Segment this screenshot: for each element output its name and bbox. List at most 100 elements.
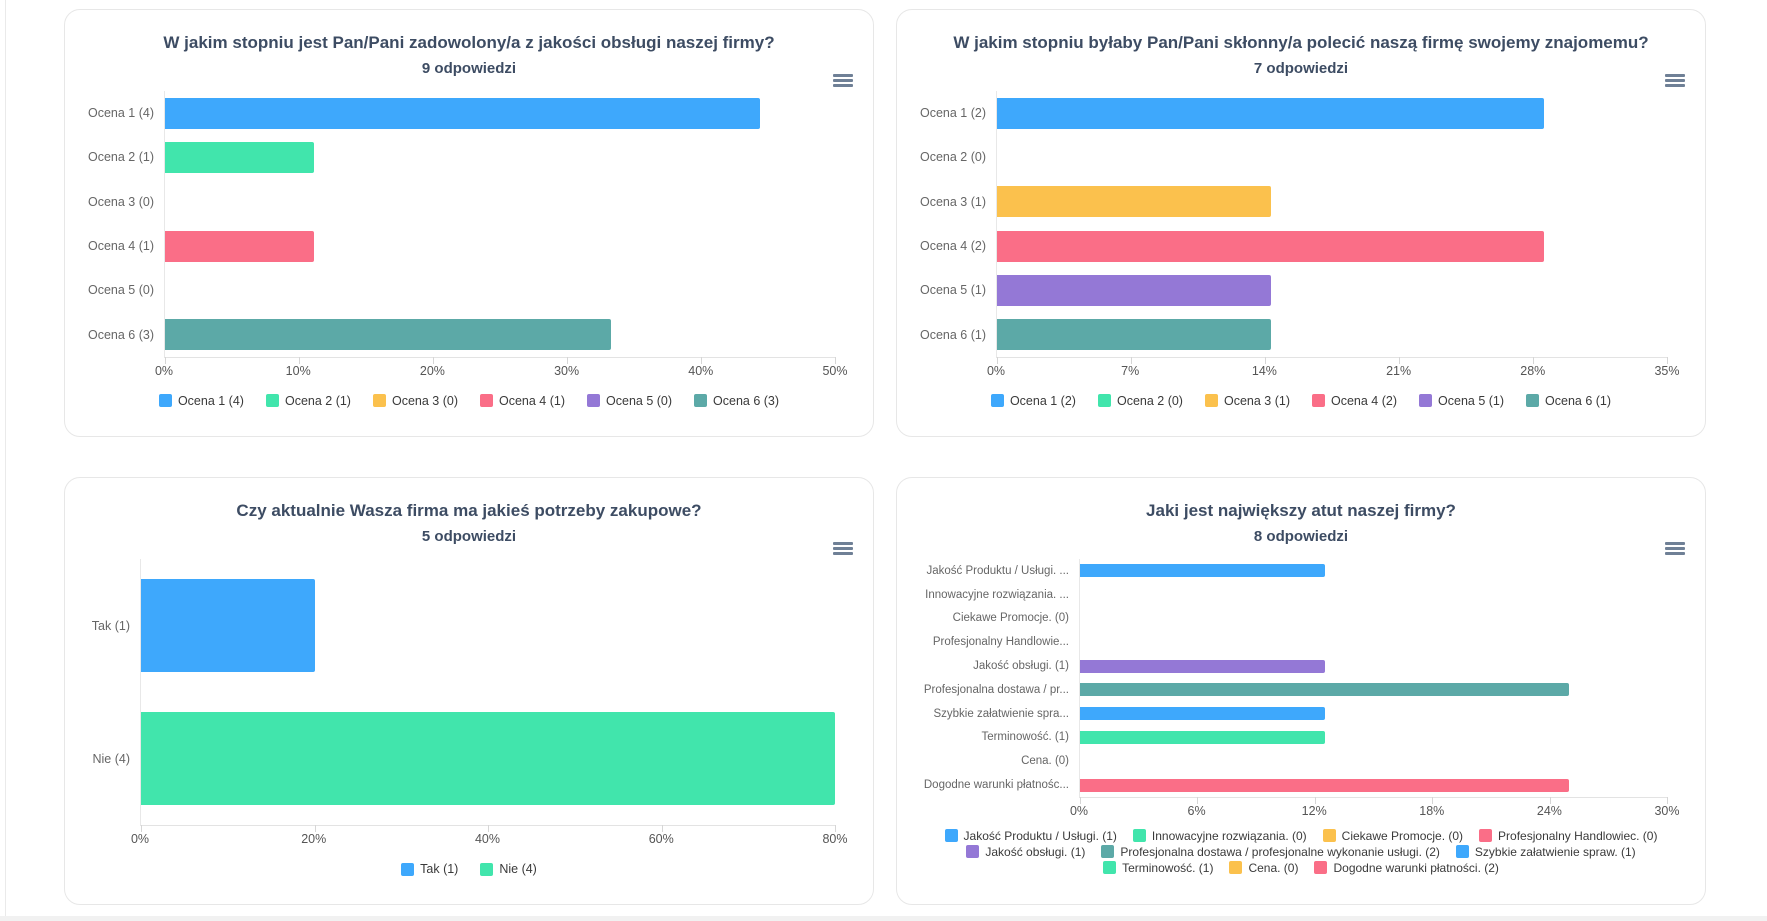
- x-axis-ticks: 0% 6% 12% 18% 24% 30%: [1070, 803, 1680, 822]
- legend-item[interactable]: Jakość Produktu / Usługi. (1): [944, 828, 1117, 843]
- legend-item[interactable]: Ocena 1 (2): [990, 394, 1076, 408]
- bar[interactable]: [165, 319, 612, 351]
- bar[interactable]: [165, 230, 314, 262]
- legend-item[interactable]: Ocena 2 (0): [1097, 393, 1183, 408]
- legend-label: Jakość obsługi. (1): [985, 844, 1086, 859]
- bar[interactable]: [165, 97, 760, 129]
- legend-item[interactable]: Terminowość. (1): [1103, 861, 1213, 875]
- bar[interactable]: [997, 97, 1545, 129]
- bar-row: [1080, 773, 1667, 797]
- legend-item[interactable]: Ocena 6 (1): [1526, 394, 1611, 408]
- axis-tick: [1131, 356, 1132, 364]
- legend-swatch-icon: [966, 845, 980, 859]
- x-axis-label: 20%: [301, 832, 327, 846]
- axis-tick: [835, 356, 836, 364]
- legend-item[interactable]: Ocena 3 (1): [1204, 394, 1290, 408]
- category-labels: Tak (1) Nie (4): [87, 559, 140, 826]
- category-label: Ocena 6 (1): [919, 327, 986, 342]
- legend-label: Ocena 5 (0): [606, 393, 673, 408]
- bar[interactable]: [997, 186, 1271, 218]
- bar[interactable]: [1080, 659, 1325, 673]
- legend-item[interactable]: Jakość obsługi. (1): [966, 845, 1085, 859]
- x-axis-label: 50%: [822, 363, 848, 378]
- axis-tick: [1265, 356, 1266, 364]
- axis-tick: [488, 825, 489, 832]
- legend-item[interactable]: Cena. (0): [1229, 861, 1298, 875]
- legend-item[interactable]: Ocena 4 (1): [480, 394, 565, 408]
- chart-title: W jakim stopniu byłaby Pan/Pani skłonny/…: [953, 33, 1649, 52]
- hamburger-bar: [833, 547, 853, 550]
- legend-item[interactable]: Innowacyjne rozwiązania. (0): [1132, 829, 1307, 843]
- axis-tick: [1399, 356, 1400, 364]
- plot-area: [1079, 559, 1668, 804]
- legend-label: Ocena 6 (1): [1545, 393, 1612, 408]
- chart-subtitle: 7 odpowiedzi: [1253, 60, 1349, 77]
- axis-tick: [314, 825, 316, 832]
- legend-item[interactable]: Profesjonalny Handlowiec. (0): [1479, 829, 1657, 843]
- legend-item[interactable]: Ocena 5 (0): [587, 394, 672, 408]
- axis-tick: [1533, 356, 1534, 364]
- bar[interactable]: [141, 578, 315, 673]
- x-axis-label: 14%: [1251, 363, 1277, 378]
- legend: Tak (1) Nie (4): [87, 862, 851, 876]
- bar-row: [997, 313, 1667, 357]
- hamburger-menu-icon[interactable]: [833, 74, 853, 87]
- x-axis-label: 0%: [1069, 803, 1089, 818]
- legend-label: Ocena 6 (3): [713, 393, 780, 408]
- bar[interactable]: [1080, 683, 1570, 697]
- legend-item[interactable]: Tak (1): [401, 862, 458, 876]
- x-axis: 0% 6% 12% 18% 24% 30%: [919, 804, 1683, 822]
- hamburger-menu-icon[interactable]: [833, 542, 853, 555]
- legend-item[interactable]: Ocena 1 (4): [158, 394, 244, 408]
- category-label: Szybkie załatwienie spra...: [933, 707, 1069, 720]
- bar[interactable]: [165, 141, 314, 173]
- axis-tick: [165, 356, 166, 364]
- x-axis-ticks: 0% 10% 20% 30% 40% 50%: [155, 364, 848, 382]
- legend-swatch-icon: [1455, 845, 1469, 859]
- legend-item[interactable]: Dogodne warunki płatności. (2): [1314, 861, 1499, 875]
- bar[interactable]: [1080, 730, 1325, 745]
- legend-item[interactable]: Ocena 3 (0): [372, 394, 458, 408]
- bar[interactable]: [1080, 778, 1570, 792]
- legend-item[interactable]: Szybkie załatwienie spraw. (1): [1455, 845, 1636, 859]
- bar-row: [165, 313, 835, 357]
- bar[interactable]: [1080, 564, 1325, 578]
- category-label: Ocena 4 (1): [87, 239, 154, 254]
- legend-label: Ocena 2 (0): [1116, 393, 1183, 408]
- bar[interactable]: [141, 711, 835, 806]
- legend-item[interactable]: Ocena 4 (2): [1312, 394, 1397, 408]
- hamburger-menu-icon[interactable]: [1665, 74, 1685, 87]
- legend-label: Jakość Produktu / Usługi. (1): [963, 828, 1117, 843]
- category-label: Ciekawe Promocje. (0): [952, 612, 1069, 625]
- bar-row: [997, 135, 1667, 179]
- legend-item[interactable]: Ciekawe Promocje. (0): [1322, 829, 1463, 843]
- legend-swatch-icon: [587, 394, 601, 408]
- bar[interactable]: [1080, 707, 1325, 721]
- hamburger-menu-icon[interactable]: [1665, 542, 1685, 555]
- x-axis-label: 6%: [1187, 803, 1206, 818]
- axis-tick: [567, 356, 568, 364]
- bar[interactable]: [997, 230, 1545, 262]
- legend-swatch-icon: [1314, 861, 1328, 875]
- category-label: Terminowość. (1): [981, 731, 1069, 744]
- bar[interactable]: [997, 319, 1271, 351]
- legend-swatch-icon: [1097, 394, 1111, 408]
- bar[interactable]: [997, 274, 1271, 306]
- legend-item[interactable]: Ocena 5 (1): [1419, 394, 1504, 408]
- legend-item[interactable]: Ocena 6 (3): [694, 394, 779, 408]
- legend-swatch-icon: [1132, 829, 1146, 843]
- x-axis-label: 21%: [1386, 363, 1412, 378]
- bar-row: [1080, 559, 1667, 583]
- legend-item[interactable]: Profesjonalna dostawa / profesjonalne wy…: [1101, 845, 1440, 859]
- x-axis-label: 40%: [474, 832, 501, 846]
- bar-row: [141, 692, 835, 825]
- legend-row: Jakość Produktu / Usługi. (1) Innowacyjne…: [919, 829, 1683, 843]
- bar-row: [997, 180, 1667, 224]
- bar-row: [165, 180, 835, 224]
- bar-row: [997, 91, 1667, 135]
- legend-label: Cena. (0): [1248, 860, 1299, 875]
- legend-item[interactable]: Ocena 2 (1): [265, 394, 351, 408]
- legend-item[interactable]: Nie (4): [480, 862, 537, 876]
- bar-row: [1080, 702, 1667, 726]
- horizontal-scrollbar[interactable]: [0, 916, 1767, 921]
